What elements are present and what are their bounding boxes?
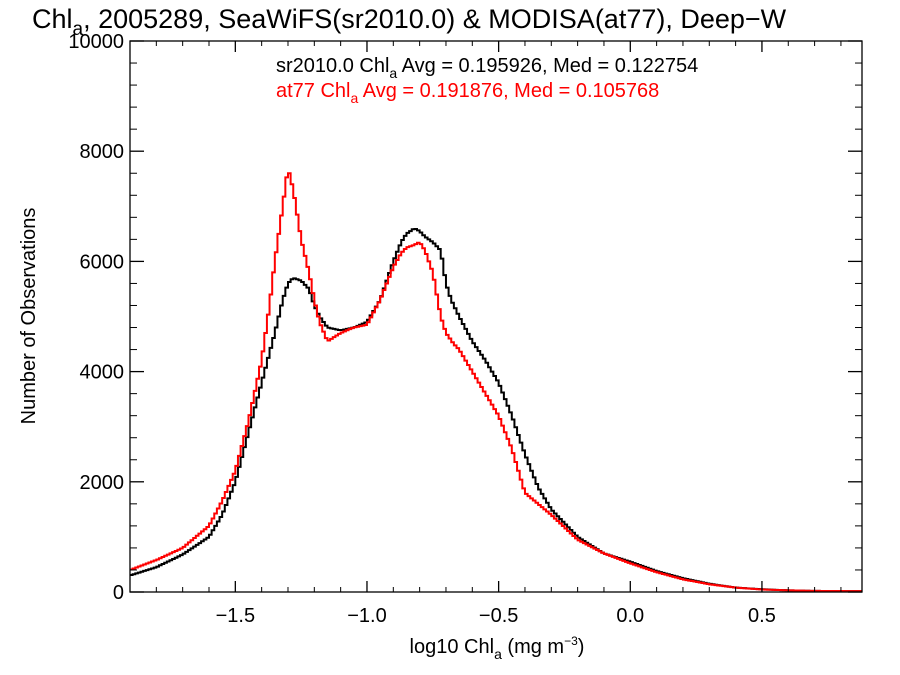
x-tick-label: 0.0	[616, 605, 644, 627]
ticks-layer	[129, 40, 862, 593]
y-tick-label: 0	[113, 582, 124, 604]
y-tick-label: 10000	[68, 31, 124, 53]
y-tick-label: 6000	[80, 251, 125, 273]
x-tick-label: −0.5	[479, 605, 518, 627]
tick-labels-layer: −1.5 −1.0 −0.5 0.0 0.5 0 2000 4000 6000 8000 10000	[68, 31, 775, 627]
series-line-at77	[130, 172, 862, 593]
series-layer	[130, 172, 862, 593]
legend-entry-at77: at77 Chla Avg = 0.191876, Med = 0.105768	[276, 80, 659, 106]
chart-title: Chla, 2005289, SeaWiFS(sr2010.0) & MODIS…	[32, 4, 787, 40]
y-axis-label: Number of Observations	[18, 208, 40, 425]
x-tick-label: 0.5	[748, 605, 776, 627]
x-tick-label: −1.5	[216, 605, 255, 627]
y-tick-label: 2000	[80, 472, 125, 494]
legend-entry-sr2010: sr2010.0 Chla Avg = 0.195926, Med = 0.12…	[276, 55, 698, 81]
x-axis-label: log10 Chla (mg m−3)	[410, 634, 585, 662]
y-tick-label: 4000	[80, 362, 125, 384]
plot-frame	[129, 40, 863, 593]
y-tick-label: 8000	[80, 141, 125, 163]
x-tick-label: −1.0	[347, 605, 386, 627]
